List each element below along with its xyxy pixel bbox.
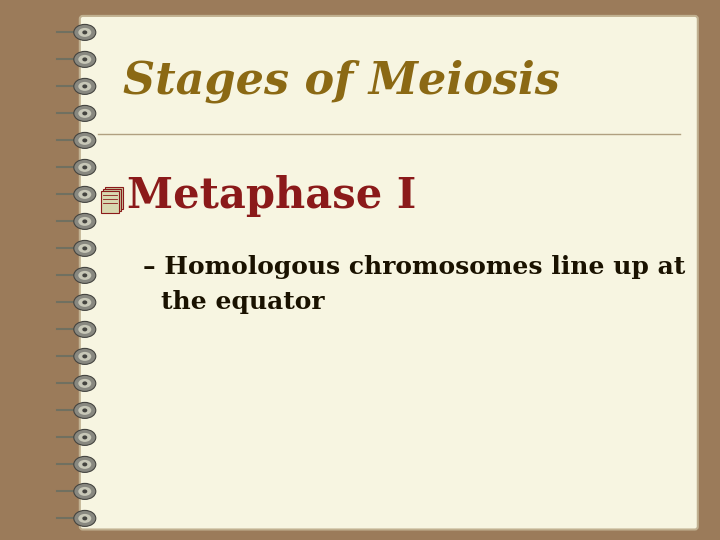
Ellipse shape bbox=[78, 298, 91, 307]
Ellipse shape bbox=[73, 348, 96, 364]
Ellipse shape bbox=[82, 84, 87, 89]
Ellipse shape bbox=[82, 462, 87, 467]
Ellipse shape bbox=[78, 487, 91, 496]
Ellipse shape bbox=[73, 510, 96, 526]
Ellipse shape bbox=[78, 109, 91, 118]
Ellipse shape bbox=[73, 321, 96, 338]
Ellipse shape bbox=[78, 460, 91, 469]
Ellipse shape bbox=[82, 489, 87, 494]
Ellipse shape bbox=[73, 213, 96, 230]
Ellipse shape bbox=[82, 408, 87, 413]
Ellipse shape bbox=[82, 138, 87, 143]
Ellipse shape bbox=[73, 51, 96, 68]
FancyBboxPatch shape bbox=[105, 187, 123, 209]
Ellipse shape bbox=[73, 240, 96, 256]
Ellipse shape bbox=[82, 273, 87, 278]
Ellipse shape bbox=[82, 246, 87, 251]
Text: the equator: the equator bbox=[161, 290, 324, 314]
Ellipse shape bbox=[73, 132, 96, 149]
Ellipse shape bbox=[73, 159, 96, 176]
Ellipse shape bbox=[73, 78, 96, 94]
Ellipse shape bbox=[78, 163, 91, 172]
Ellipse shape bbox=[78, 244, 91, 253]
Ellipse shape bbox=[78, 514, 91, 523]
Ellipse shape bbox=[73, 294, 96, 310]
Ellipse shape bbox=[78, 433, 91, 442]
Ellipse shape bbox=[82, 327, 87, 332]
Ellipse shape bbox=[73, 105, 96, 122]
Ellipse shape bbox=[82, 111, 87, 116]
Ellipse shape bbox=[82, 300, 87, 305]
Ellipse shape bbox=[73, 456, 96, 472]
Ellipse shape bbox=[78, 82, 91, 91]
Ellipse shape bbox=[78, 406, 91, 415]
Text: Metaphase I: Metaphase I bbox=[127, 175, 416, 217]
Ellipse shape bbox=[82, 516, 87, 521]
Ellipse shape bbox=[82, 381, 87, 386]
Ellipse shape bbox=[82, 57, 87, 62]
Ellipse shape bbox=[82, 435, 87, 440]
FancyBboxPatch shape bbox=[80, 16, 698, 530]
Ellipse shape bbox=[82, 354, 87, 359]
Ellipse shape bbox=[73, 267, 96, 284]
Ellipse shape bbox=[78, 379, 91, 388]
Ellipse shape bbox=[82, 30, 87, 35]
Ellipse shape bbox=[73, 483, 96, 500]
Ellipse shape bbox=[73, 375, 96, 391]
Ellipse shape bbox=[82, 219, 87, 224]
Ellipse shape bbox=[73, 402, 96, 418]
Ellipse shape bbox=[82, 192, 87, 197]
Ellipse shape bbox=[78, 217, 91, 226]
Ellipse shape bbox=[78, 325, 91, 334]
Ellipse shape bbox=[78, 271, 91, 280]
Text: – Homologous chromosomes line up at: – Homologous chromosomes line up at bbox=[143, 255, 685, 279]
Ellipse shape bbox=[82, 165, 87, 170]
Ellipse shape bbox=[78, 190, 91, 199]
Ellipse shape bbox=[73, 24, 96, 40]
Ellipse shape bbox=[78, 55, 91, 64]
FancyBboxPatch shape bbox=[103, 189, 121, 211]
Text: Stages of Meiosis: Stages of Meiosis bbox=[123, 59, 559, 103]
Ellipse shape bbox=[73, 186, 96, 202]
Ellipse shape bbox=[73, 429, 96, 445]
Ellipse shape bbox=[78, 352, 91, 361]
Ellipse shape bbox=[78, 28, 91, 37]
Ellipse shape bbox=[78, 136, 91, 145]
FancyBboxPatch shape bbox=[101, 191, 119, 213]
